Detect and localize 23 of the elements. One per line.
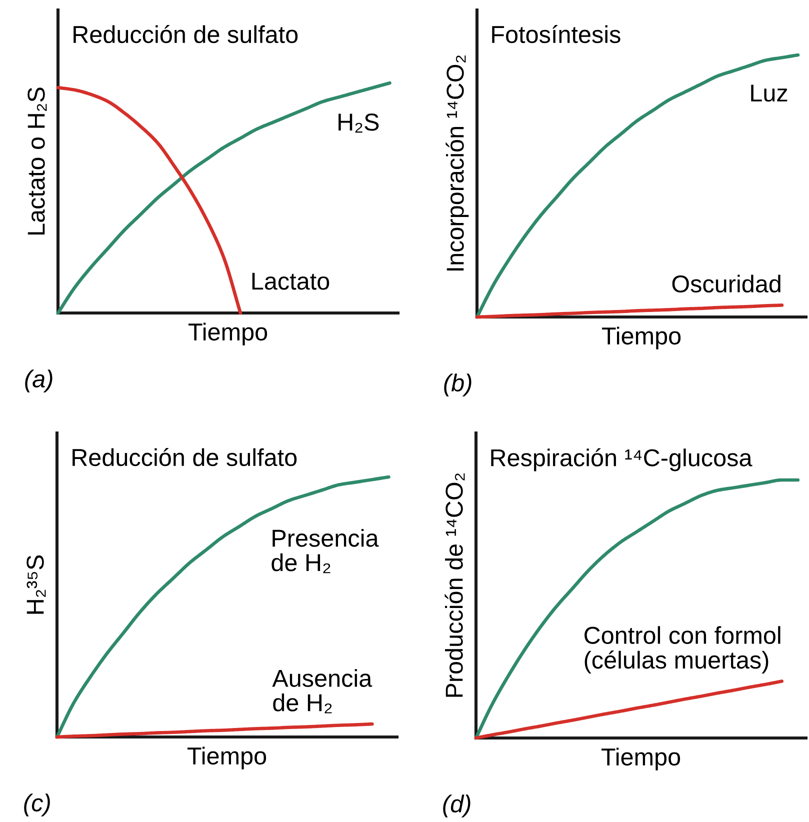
x-axis-title: Tiempo <box>602 326 681 350</box>
y-axis-title: Producción de ¹⁴CO₂ <box>444 473 465 697</box>
text: (a) <box>25 370 52 392</box>
series-label: Oscuridad <box>672 274 780 293</box>
y-axis-title: H₂³⁵S <box>26 555 46 614</box>
series-label: Control con formol (células muertas) <box>584 626 780 674</box>
x-axis-title: Tiempo <box>188 322 268 346</box>
text: (c) <box>24 794 50 816</box>
series-label: Lactato <box>252 272 330 290</box>
chart-title: Respiración ¹⁴C-glucosa <box>491 448 752 472</box>
series-label: Presencia de H₂ <box>272 529 379 574</box>
text: (d) <box>443 794 470 818</box>
x-axis-title: Tiempo <box>601 748 680 770</box>
chart-title: Reducción de sulfato <box>72 448 297 466</box>
chart-title: Reducción de sulfato <box>74 24 298 44</box>
text: (b) <box>444 374 472 396</box>
y-axis-title: Lactato o H₂S <box>28 88 47 234</box>
series-label: Ausencia de H₂ <box>272 669 372 714</box>
y-axis-title: Incorporación ¹⁴CO₂ <box>446 55 469 270</box>
series-label: Luz <box>751 84 788 102</box>
chart-title: Fotosíntesis <box>492 24 620 44</box>
series-label: H₂S <box>338 114 379 133</box>
x-axis-title: Tiempo <box>187 746 266 770</box>
